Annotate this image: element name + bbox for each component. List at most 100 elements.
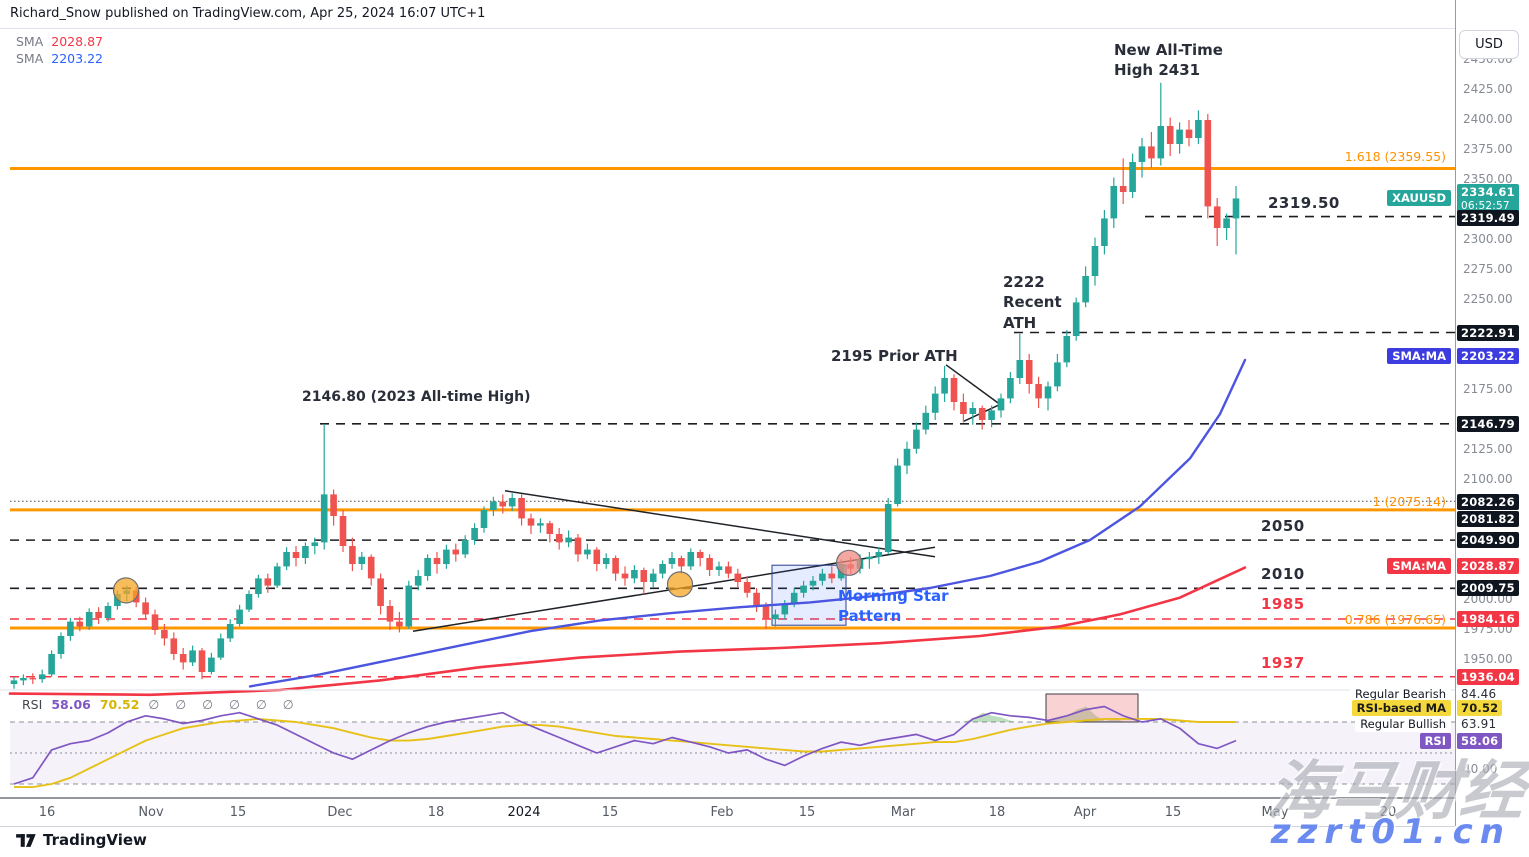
candle-body — [1148, 146, 1155, 159]
price-axis[interactable]: 2450.00 2425.00 2400.00 2375.00 2350.00 2300.… — [1455, 0, 1529, 826]
candle-body — [1007, 378, 1014, 399]
candle-body — [537, 523, 544, 526]
candle-body — [320, 494, 328, 543]
candle-body — [941, 378, 948, 394]
time-tick: Dec — [327, 805, 353, 820]
candle-body — [546, 523, 554, 534]
price-tick: 2100.00 — [1463, 472, 1513, 486]
candle-body — [743, 582, 751, 593]
price-tick: 2400.00 — [1463, 112, 1513, 126]
candle-body — [48, 654, 55, 675]
series-tag: RSI-based MA — [1351, 700, 1451, 716]
candle-body — [1176, 129, 1183, 144]
time-tick: Mar — [890, 805, 916, 820]
candle-body — [142, 602, 149, 615]
candle-body — [1072, 302, 1080, 336]
candle-body — [1044, 386, 1052, 399]
annotation-prior-ath: 2195 Prior ATH — [831, 347, 958, 365]
price-badge: 2028.87 — [1457, 558, 1519, 574]
series-tag: SMA:MA — [1387, 558, 1451, 574]
candle-body — [1213, 206, 1221, 228]
candle-body — [988, 410, 995, 420]
candle-body — [555, 534, 563, 543]
candle-body — [292, 552, 300, 558]
trendline — [504, 490, 936, 558]
level-label-2010: 2010 — [1261, 565, 1305, 583]
candle-body — [631, 570, 638, 579]
candle-body — [969, 408, 977, 414]
series-tag: SMA:MA — [1387, 348, 1451, 364]
candle-body — [1035, 384, 1042, 399]
candle-body — [480, 510, 488, 528]
candle-body — [57, 636, 65, 654]
circle-marker — [666, 571, 694, 598]
candle-body — [828, 573, 836, 579]
tradingview-brand-text: TradingView — [43, 831, 147, 849]
candle-body — [875, 552, 883, 557]
candle-body — [38, 674, 46, 680]
candle-body — [208, 657, 215, 672]
candle-body — [85, 612, 93, 627]
candle-body — [10, 680, 18, 684]
sma2-legend[interactable]: SMA 2203.22 — [16, 51, 103, 66]
candle-body — [1195, 120, 1202, 138]
candle-body — [1082, 276, 1089, 303]
candle-body — [960, 402, 967, 414]
candle-body — [433, 558, 441, 564]
time-axis[interactable]: 16 Nov 15 Dec 18 2024 15 Feb 15 Mar 18 Apr 15 May 20 — [0, 800, 1455, 827]
candle-body — [997, 398, 1005, 411]
annotation-morning-star: Morning Star Pattern — [838, 587, 949, 626]
candle-body — [565, 537, 572, 543]
candle-body — [931, 393, 939, 413]
time-tick: 16 — [38, 805, 56, 820]
candle-body — [471, 528, 478, 540]
candle-body — [1110, 186, 1118, 219]
candle-body — [29, 678, 37, 680]
candle-body — [349, 546, 356, 564]
candle-body — [95, 612, 102, 618]
candle-body — [189, 650, 196, 663]
candle-body — [584, 549, 591, 555]
price-badge: 2009.75 — [1457, 580, 1519, 596]
candle-body — [1016, 360, 1024, 378]
price-badge: 2049.90 — [1457, 532, 1519, 548]
time-tick: Apr — [1073, 805, 1097, 820]
chart-canvas[interactable] — [0, 0, 1529, 830]
candle-body — [800, 585, 807, 593]
level-label-2319: 2319.50 — [1268, 194, 1340, 212]
fib-label-1: 1 (2075.14) — [1372, 494, 1446, 509]
candle-body — [753, 592, 760, 606]
rsi-line — [13, 705, 1237, 785]
time-tick: 15 — [229, 805, 247, 820]
time-tick: 2024 — [507, 805, 541, 820]
candle-body — [1091, 246, 1099, 276]
candle-body — [1166, 126, 1174, 144]
fib-label-0786: 0.786 (1976.65) — [1344, 612, 1446, 627]
rsi-legend[interactable]: RSI 58.06 70.52 ∅ ∅ ∅ ∅ ∅ ∅ — [22, 697, 300, 712]
byline: Richard_Snow published on TradingView.co… — [10, 6, 486, 21]
tradingview-brand[interactable]: TradingView — [16, 831, 147, 849]
rsi-ma-value: 70.52 — [99, 697, 140, 712]
candle-body — [217, 638, 225, 658]
price-tick: 1950.00 — [1463, 652, 1513, 666]
sma1-legend[interactable]: SMA 2028.87 — [16, 34, 103, 49]
candle-body — [1157, 126, 1165, 159]
header-divider — [0, 28, 1529, 29]
series-tag: Regular Bearish — [1350, 686, 1451, 702]
candle-body — [781, 603, 789, 615]
time-tick: 15 — [798, 805, 816, 820]
candle-body — [725, 566, 732, 574]
candle-body — [377, 578, 384, 606]
candle-body — [386, 606, 394, 622]
currency-button[interactable]: USD — [1459, 30, 1519, 59]
candle-body — [819, 573, 826, 581]
candle-body — [283, 552, 290, 567]
price-badge: 84.46 — [1461, 687, 1497, 701]
level-label-1985: 1985 — [1261, 595, 1305, 613]
candle-body — [20, 678, 27, 681]
candle-body — [264, 578, 272, 586]
candle-body — [734, 573, 742, 582]
candle-body — [715, 566, 723, 570]
price-tick: 2300.00 — [1463, 232, 1513, 246]
price-badge: 2319.49 — [1457, 210, 1519, 226]
